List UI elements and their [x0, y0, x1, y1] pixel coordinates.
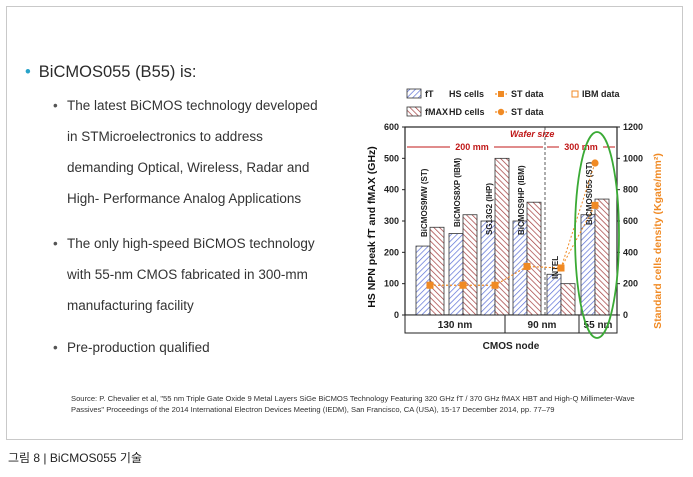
sub-bullet-text: The only high-speed BiCMOS technology wi…	[67, 236, 315, 313]
main-bullet: • BiCMOS055 (B55) is:	[25, 63, 197, 82]
category-label: BiCMOS8XP (IBM)	[453, 157, 462, 227]
hd-cells-marker	[459, 281, 467, 289]
y2-tick-label: 1200	[623, 122, 643, 132]
source-citation: Source: P. Chevalier et al, "55 nm Tripl…	[71, 394, 635, 414]
category-label: INTEL	[551, 256, 560, 279]
bar-fmax	[594, 198, 610, 316]
wafer-size-label: Wafer size	[510, 129, 554, 139]
legend-st1-label: ST data	[511, 89, 545, 99]
plot-area: 0 100 200 300 400 500 600 0 200 400 600 800 1000 1200…	[366, 122, 664, 352]
category-label: SG13G2 (IHP)	[485, 183, 494, 235]
legend-ibm-label: IBM data	[582, 89, 620, 99]
hs-cells-marker	[591, 201, 599, 209]
legend-ibm-marker	[571, 90, 579, 98]
y2-tick-label: 200	[623, 279, 638, 289]
legend-ft-swatch	[406, 88, 422, 99]
y2-tick-label: 1000	[623, 153, 643, 163]
category-label: BiCMOS9MW (ST)	[420, 168, 429, 237]
hd-cells-marker	[426, 281, 434, 289]
sub-bullet-2: • The only high-speed BiCMOS technology …	[53, 228, 353, 321]
x-axis-title: CMOS node	[483, 341, 540, 352]
bar-fmax	[429, 226, 445, 316]
sub-bullet-3: • Pre-production qualified	[53, 332, 353, 363]
node-label: 55 nm	[584, 320, 613, 331]
bar-ft	[415, 245, 431, 316]
chart-legend: fT HS cells ST data IBM data fMAX HD cel…	[406, 88, 620, 117]
wafer-300-label-bg	[559, 141, 603, 152]
legend-hs-label: HS cells	[449, 89, 484, 99]
category-label: BiCMOS9HP (IBM)	[517, 165, 526, 235]
slide: • BiCMOS055 (B55) is: • The latest BiCMOS…	[6, 6, 683, 440]
hs-cells-line	[430, 205, 596, 286]
sub-bullet-text: The latest BiCMOS technology developed i…	[67, 98, 318, 206]
bar-ft	[580, 214, 596, 316]
legend-hd-label: HD cells	[449, 107, 485, 117]
y-tick-label: 0	[394, 310, 399, 320]
node-label: 130 nm	[438, 320, 473, 331]
legend-st2-label: ST data	[511, 107, 545, 117]
sub-bullet-1: • The latest BiCMOS technology developed…	[53, 90, 353, 214]
y-tick-label: 500	[384, 153, 399, 163]
legend-fmax-label: fMAX	[425, 107, 448, 117]
highlight-ellipse	[574, 131, 620, 339]
wafer-300-label: 300 mm	[564, 142, 598, 152]
y2-tick-label: 400	[623, 247, 638, 257]
hd-cells-marker	[523, 262, 531, 271]
hd-cells-marker	[591, 159, 599, 167]
node-row	[404, 314, 618, 334]
y-tick-label: 300	[384, 216, 399, 226]
y-tick-label: 100	[384, 279, 399, 289]
legend-st1-marker	[498, 91, 504, 97]
hd-cells-marker	[557, 264, 565, 272]
y-tick-label: 400	[384, 185, 399, 195]
y2-tick-label: 600	[623, 216, 638, 226]
category-label: BiCMOS055 (ST)	[585, 162, 594, 225]
node-label: 90 nm	[528, 320, 557, 331]
bullet-dot-icon: •	[25, 63, 31, 81]
y-tick-label: 200	[384, 247, 399, 257]
bar-fmax	[494, 157, 510, 316]
legend-ft-label: fT	[425, 89, 434, 99]
bar-ft	[448, 233, 464, 316]
wafer-200-label-bg	[450, 141, 494, 152]
main-bullet-text: BiCMOS055 (B55) is:	[38, 63, 197, 81]
y2-tick-label: 800	[623, 185, 638, 195]
y-axis-title: HS NPN peak fT and fMAX (GHz)	[366, 146, 378, 308]
y2-tick-label: 0	[623, 310, 628, 320]
hd-cells-marker	[491, 281, 499, 289]
wafer-200-label: 200 mm	[455, 142, 489, 152]
y2-axis-title: Standard cells density (Kgate/mm²)	[652, 153, 664, 329]
bullet-dot-icon: •	[53, 236, 58, 251]
bullet-dot-icon: •	[53, 98, 58, 113]
legend-st2-marker	[497, 108, 505, 116]
y-tick-label: 600	[384, 122, 399, 132]
bar-fmax	[526, 201, 542, 316]
bar-fmax	[462, 214, 478, 316]
fmax-ft-chart: fT HS cells ST data IBM data fMAX HD cel…	[366, 88, 664, 352]
bullet-dot-icon: •	[53, 340, 58, 355]
legend-fmax-swatch	[406, 106, 422, 117]
sub-bullet-text: Pre-production qualified	[67, 340, 210, 355]
bar-ft	[546, 273, 562, 316]
figure-caption: 그림 8 | BiCMOS055 기술	[8, 451, 142, 465]
bar-fmax	[560, 283, 576, 316]
